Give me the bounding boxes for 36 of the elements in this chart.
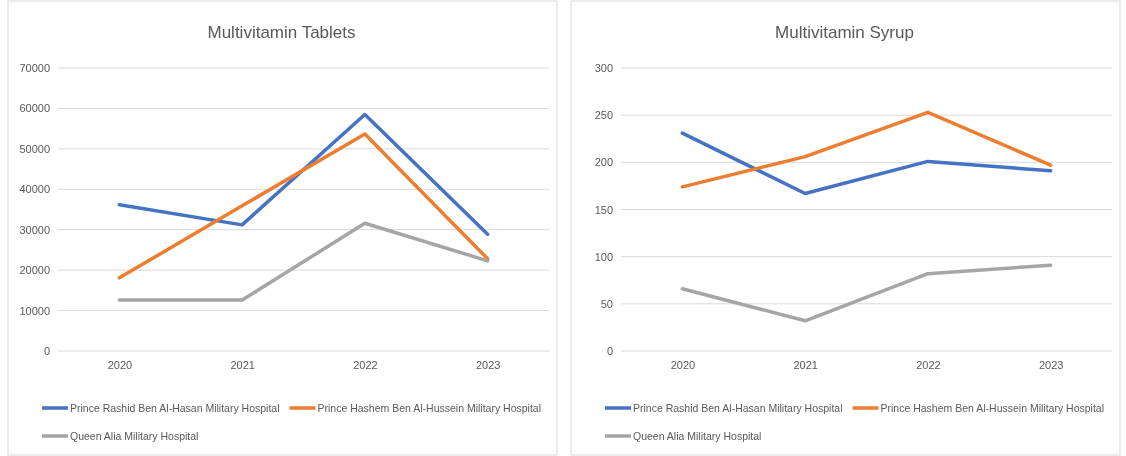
- legend-label: Prince Hashem Ben Al-Hussein Military Hospital: [880, 401, 1105, 414]
- legend-label: Queen Alia Military Hospital: [70, 429, 199, 442]
- line-series: [117, 112, 490, 236]
- y-tick-label: 60000: [19, 102, 50, 115]
- x-tick-label: 2021: [793, 358, 818, 371]
- y-tick-label: 0: [606, 345, 613, 358]
- chart-title: Multivitamin Syrup: [775, 23, 914, 42]
- y-tick-label: 250: [594, 109, 613, 122]
- y-tick-label: 150: [594, 203, 613, 216]
- x-tick-label: 2023: [475, 358, 501, 371]
- legend-label: Prince Rashid Ben Al-Hasan Military Hospital: [70, 401, 280, 414]
- y-tick-label: 100: [594, 250, 613, 263]
- y-tick-label: 30000: [19, 223, 50, 236]
- line-series: [680, 131, 1053, 196]
- x-tick-label: 2023: [1038, 358, 1064, 371]
- y-tick-label: 300: [594, 62, 613, 75]
- line-series: [680, 263, 1053, 323]
- x-tick-label: 2020: [670, 358, 696, 371]
- legend-label: Prince Hashem Ben Al-Hussein Military Hospital: [317, 401, 542, 414]
- y-tick-label: 70000: [19, 62, 50, 75]
- line-series: [117, 132, 490, 280]
- x-tick-label: 2020: [107, 358, 133, 371]
- x-tick-label: 2021: [230, 358, 255, 371]
- y-tick-label: 20000: [19, 264, 50, 277]
- y-tick-label: 50: [600, 297, 613, 310]
- line-series: [680, 110, 1053, 189]
- x-tick-label: 2022: [353, 358, 378, 371]
- legend-label: Queen Alia Military Hospital: [633, 429, 762, 442]
- y-tick-label: 50000: [19, 142, 50, 155]
- x-tick-label: 2022: [916, 358, 941, 371]
- legend-label: Prince Rashid Ben Al-Hasan Military Hospital: [633, 401, 843, 414]
- y-tick-label: 200: [594, 156, 613, 169]
- y-tick-label: 10000: [19, 304, 50, 317]
- chart-title: Multivitamin Tablets: [207, 23, 356, 42]
- y-tick-label: 40000: [19, 183, 50, 196]
- y-tick-label: 0: [43, 345, 50, 358]
